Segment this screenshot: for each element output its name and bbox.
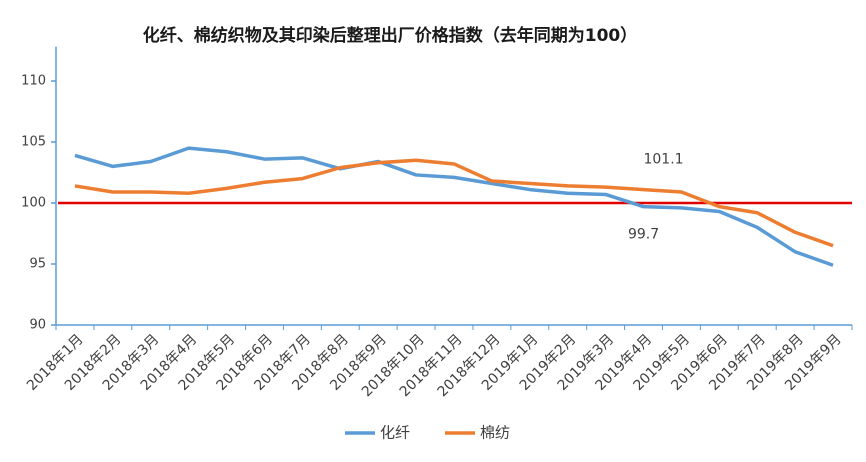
y-tick-label: 100 — [21, 196, 46, 211]
series-line — [74, 158, 834, 248]
y-tick-label: 95 — [29, 257, 46, 272]
legend-label: 化纤 — [380, 424, 410, 442]
data-label: 101.1 — [643, 152, 683, 168]
series-line — [74, 146, 834, 267]
y-tick-label: 90 — [29, 318, 46, 333]
chart-title: 化纤、棉纺织物及其印染后整理出厂价格指数（去年同期为100） — [143, 25, 638, 46]
legend-label: 棉纺 — [480, 424, 510, 442]
y-tick-label: 105 — [21, 135, 46, 150]
y-tick-label: 110 — [21, 74, 46, 89]
data-label: 99.7 — [628, 227, 659, 243]
